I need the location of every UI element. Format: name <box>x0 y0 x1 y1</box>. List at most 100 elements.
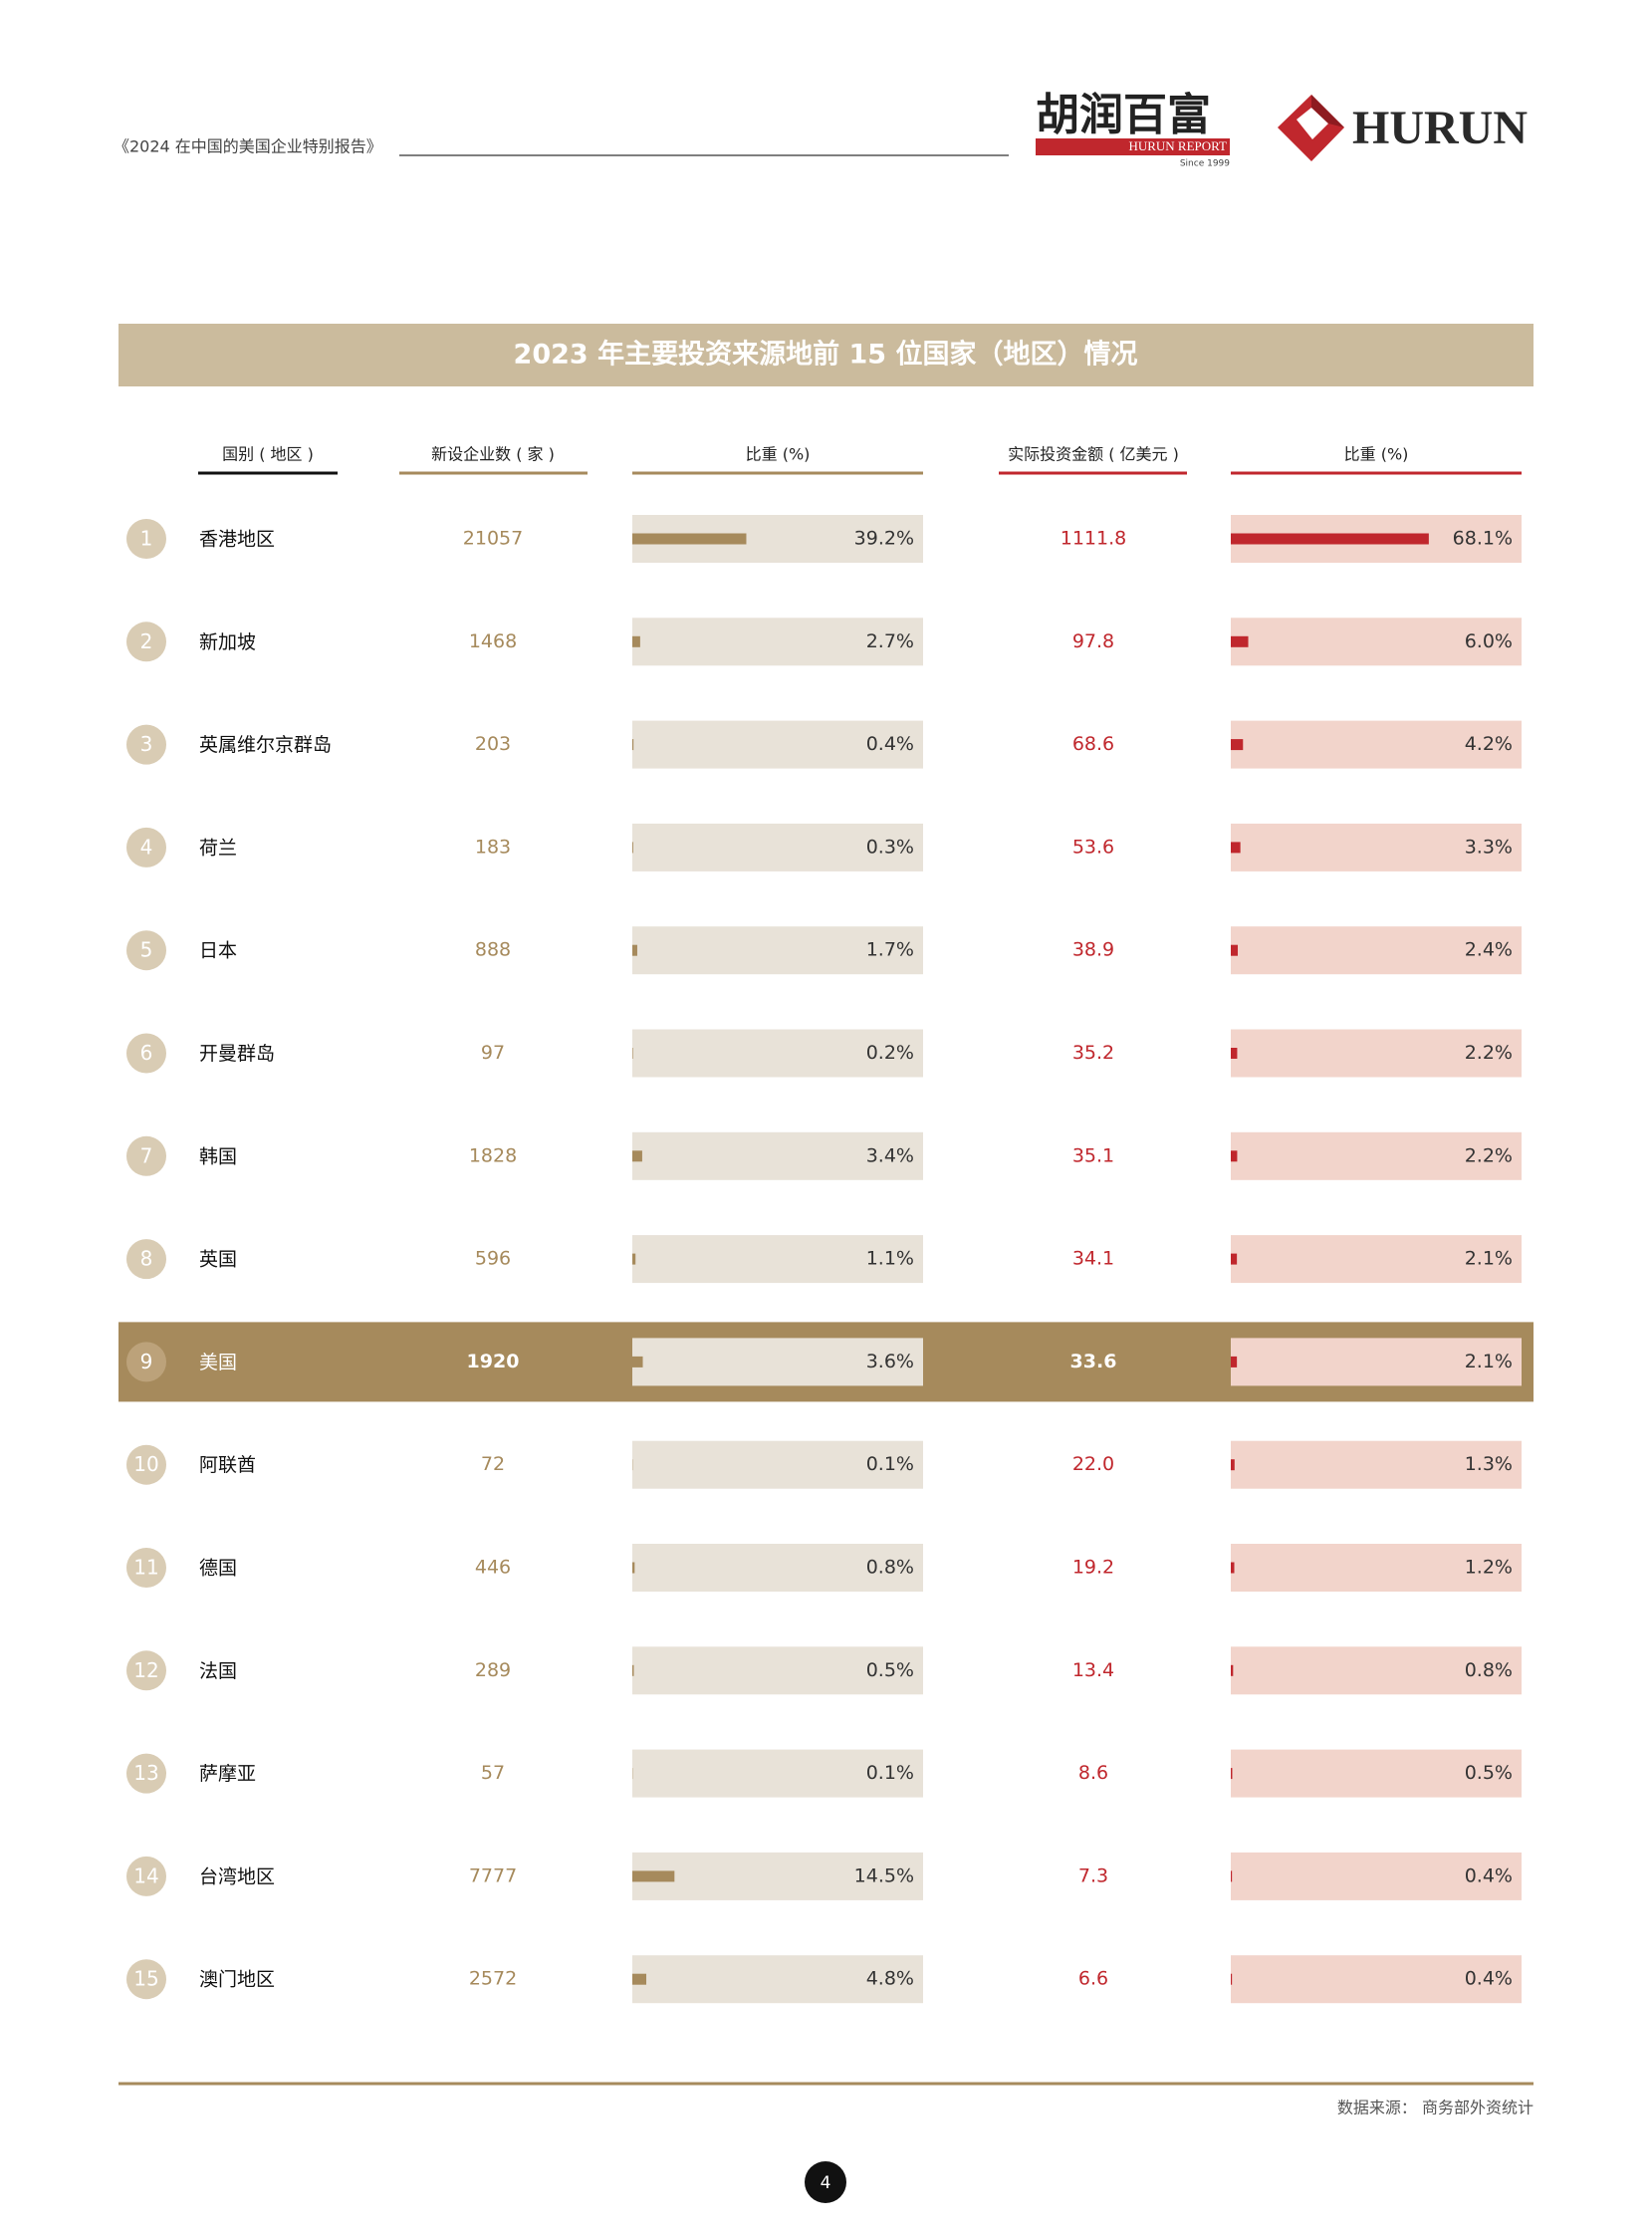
investment-share-bar <box>1231 1664 1234 1676</box>
investment-share-label: 2.1% <box>1465 1248 1513 1270</box>
country: 荷兰 <box>199 837 237 859</box>
title-band <box>118 324 1534 386</box>
country: 萨摩亚 <box>199 1763 256 1785</box>
investment-share-bar <box>1231 1356 1238 1367</box>
company-count: 203 <box>475 733 511 755</box>
investment: 34.1 <box>1072 1248 1114 1270</box>
company-share-label: 0.2% <box>866 1042 914 1064</box>
bar-track <box>632 1131 923 1180</box>
investment-share-label: 6.0% <box>1465 630 1513 652</box>
investment-share-label: 68.1% <box>1453 528 1513 550</box>
rank: 12 <box>133 1658 158 1682</box>
investment-share-bar <box>1231 1562 1235 1574</box>
investment-share-label: 1.2% <box>1465 1557 1513 1579</box>
rank-badge <box>126 724 166 765</box>
report-title: 《2024 在中国的美国企业特别报告》 <box>114 137 382 156</box>
bar-track <box>632 1646 923 1695</box>
investment-share-bar <box>1231 842 1241 854</box>
rank: 10 <box>133 1452 158 1476</box>
company-count: 446 <box>475 1557 511 1579</box>
company-share-label: 39.2% <box>854 528 914 550</box>
rank-badge <box>126 1135 166 1176</box>
bar-track <box>632 1544 923 1592</box>
investment-share-label: 0.4% <box>1465 1864 1513 1886</box>
investment-share-label: 2.2% <box>1465 1042 1513 1064</box>
investment: 38.9 <box>1072 939 1114 961</box>
rank: 6 <box>140 1041 153 1065</box>
bar-track <box>632 823 923 871</box>
investment-share-bar <box>1231 1768 1233 1780</box>
company-share-bar <box>632 1253 636 1265</box>
rank-badge <box>126 1856 166 1896</box>
bar-track <box>1231 1852 1522 1900</box>
hurun-mark <box>1278 95 1344 161</box>
logo-band <box>1036 138 1230 155</box>
investment: 19.2 <box>1072 1557 1114 1579</box>
investment-share-bar <box>1231 635 1249 647</box>
investment-share-label: 1.3% <box>1465 1453 1513 1475</box>
company-count: 7777 <box>469 1864 517 1886</box>
company-count: 21057 <box>463 528 523 550</box>
investment-share-bar <box>1231 944 1239 956</box>
bar-track <box>632 926 923 975</box>
company-share-label: 0.1% <box>866 1762 914 1784</box>
bar-track <box>1231 1235 1522 1284</box>
bar-track <box>632 1338 923 1386</box>
company-share-bar <box>632 1048 633 1059</box>
rank-badge <box>126 1342 166 1382</box>
investment: 33.6 <box>1070 1351 1117 1372</box>
company-count: 596 <box>475 1248 511 1270</box>
rank: 8 <box>140 1247 153 1271</box>
logo-en: HURUN <box>1352 102 1528 154</box>
rank-badge <box>126 1650 166 1691</box>
column-header: 比重 (%) <box>746 445 811 464</box>
bar-track <box>1231 1131 1522 1180</box>
investment-share-label: 0.4% <box>1465 1968 1513 1990</box>
rank: 2 <box>140 629 153 653</box>
column-header: 实际投资金额 ( 亿美元 ) <box>1008 445 1179 464</box>
investment-share-label: 0.5% <box>1465 1762 1513 1784</box>
company-share-label: 3.4% <box>866 1144 914 1166</box>
company-share-label: 0.1% <box>866 1453 914 1475</box>
company-share-label: 0.5% <box>866 1659 914 1681</box>
company-count: 2572 <box>469 1968 517 1990</box>
country: 英国 <box>199 1249 237 1271</box>
company-count: 1828 <box>469 1144 517 1166</box>
company-count: 183 <box>475 836 511 858</box>
investment: 22.0 <box>1072 1453 1114 1475</box>
country: 阿联酋 <box>199 1454 256 1476</box>
investment-share-label: 2.4% <box>1465 939 1513 961</box>
country: 美国 <box>199 1352 237 1373</box>
bar-track <box>1231 823 1522 871</box>
country: 英属维尔京群岛 <box>199 734 332 756</box>
company-share-bar <box>632 1150 642 1162</box>
rank: 7 <box>140 1143 153 1167</box>
company-share-bar <box>632 944 637 956</box>
bar-track <box>632 1955 923 2004</box>
rank: 11 <box>133 1556 158 1580</box>
rank-badge <box>126 621 166 662</box>
page-number: 4 <box>821 2173 831 2193</box>
country: 香港地区 <box>199 529 275 551</box>
source-note: 数据来源： 商务部外资统计 <box>1337 2099 1534 2117</box>
investment: 53.6 <box>1072 836 1114 858</box>
bar-track <box>632 1235 923 1284</box>
bar-track <box>1231 926 1522 975</box>
bar-track <box>1231 1955 1522 2004</box>
country: 德国 <box>199 1558 237 1580</box>
investment-share-bar <box>1231 1459 1235 1471</box>
rank-badge <box>126 1033 166 1074</box>
country: 开曼群岛 <box>199 1043 275 1065</box>
investment-share-bar <box>1231 1973 1233 1985</box>
rank: 9 <box>140 1350 153 1373</box>
investment-share-label: 3.3% <box>1465 836 1513 858</box>
investment: 68.6 <box>1072 733 1114 755</box>
rank-badge <box>126 930 166 971</box>
rank: 3 <box>140 732 153 756</box>
investment: 6.6 <box>1078 1968 1108 1990</box>
company-count: 1920 <box>467 1351 520 1372</box>
rank: 4 <box>140 835 153 859</box>
company-share-bar <box>632 1562 635 1574</box>
company-share-label: 14.5% <box>854 1864 914 1886</box>
